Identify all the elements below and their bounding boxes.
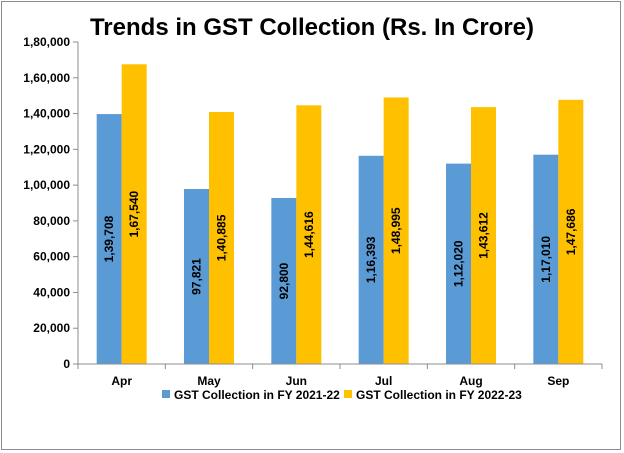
data-label: 1,39,708 [102, 215, 116, 262]
bar-fy2021-22-sep [533, 154, 559, 364]
x-tick-label: Apr [111, 374, 132, 388]
y-tick-label: 1,80,000 [23, 35, 70, 49]
bar-fy2022-23-sep [558, 99, 584, 364]
data-label: 1,48,995 [389, 207, 403, 254]
x-tick-label: Sep [547, 374, 569, 388]
x-tick-label: Jun [286, 374, 307, 388]
y-tick-label: 60,000 [33, 250, 70, 264]
legend-swatch [344, 390, 352, 398]
bar-fy2022-23-jun [296, 105, 322, 365]
x-tick-label: May [197, 374, 221, 388]
bar-fy2021-22-aug [446, 163, 471, 364]
data-label: 92,800 [277, 262, 291, 299]
x-tick-label: Aug [459, 374, 482, 388]
y-tick-label: 40,000 [33, 285, 70, 299]
data-label: 97,821 [190, 258, 204, 295]
bar-fy2022-23-jul [383, 97, 409, 364]
data-label: 1,43,612 [477, 212, 491, 259]
data-label: 1,44,616 [302, 211, 316, 258]
bar-fy2022-23-may [209, 111, 234, 365]
y-tick-label: 1,20,000 [23, 142, 70, 156]
y-tick-label: 0 [63, 357, 70, 371]
y-tick-label: 1,40,000 [23, 107, 70, 121]
data-label: 1,12,020 [452, 240, 466, 287]
bar-fy2022-23-apr [121, 64, 147, 364]
y-tick-label: 1,60,000 [23, 71, 70, 85]
data-label: 1,40,885 [215, 214, 229, 261]
legend: GST Collection in FY 2021-22 GST Collecti… [162, 388, 522, 402]
bar-fy2021-22-jun [271, 197, 297, 364]
bar-fy2021-22-apr [96, 114, 122, 364]
y-tick-label: 1,00,000 [23, 178, 70, 192]
data-label: 1,17,010 [539, 236, 553, 283]
bar-fy2022-23-aug [471, 107, 496, 364]
y-tick-label: 20,000 [33, 321, 70, 335]
data-label: 1,67,540 [127, 190, 141, 237]
bar-fy2021-22-jul [358, 155, 384, 364]
data-label: 1,47,686 [564, 208, 578, 255]
legend-label: GST Collection in FY 2022-23 [356, 388, 522, 402]
plot-area: 0 20,000 40,000 60,000 80,000 1,00,000 1,20,00… [23, 35, 603, 388]
chart-title: Trends in GST Collection (Rs. In Crore) [90, 14, 534, 41]
legend-label: GST Collection in FY 2021-22 [174, 388, 340, 402]
x-tick-label: Jul [375, 374, 392, 388]
y-tick-label: 80,000 [33, 214, 70, 228]
data-label: 1,16,393 [364, 236, 378, 283]
legend-swatch [162, 390, 170, 398]
bar-fy2021-22-may [184, 189, 209, 364]
